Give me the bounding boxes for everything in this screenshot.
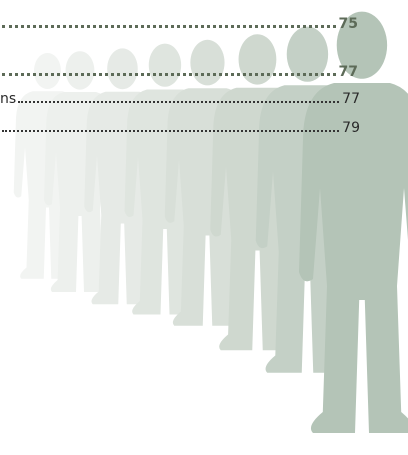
toc-entry: 79 (0, 116, 360, 136)
page-number: 77 (339, 64, 358, 80)
leader-dots (18, 101, 339, 103)
toc-entry: 77 (0, 60, 358, 80)
page-number: 77 (342, 91, 360, 107)
toc-entry: 75 (0, 12, 358, 32)
page-number: 79 (342, 120, 360, 136)
leader-dots (2, 130, 339, 132)
page: {"toc": {"entries": [ {"page": "75"}, {"… (0, 0, 408, 455)
leader-dots (2, 73, 336, 76)
page-number: 75 (339, 16, 358, 32)
toc-entry: ns 77 (0, 87, 360, 107)
entry-title: ns (0, 91, 16, 107)
leader-dots (2, 25, 336, 28)
